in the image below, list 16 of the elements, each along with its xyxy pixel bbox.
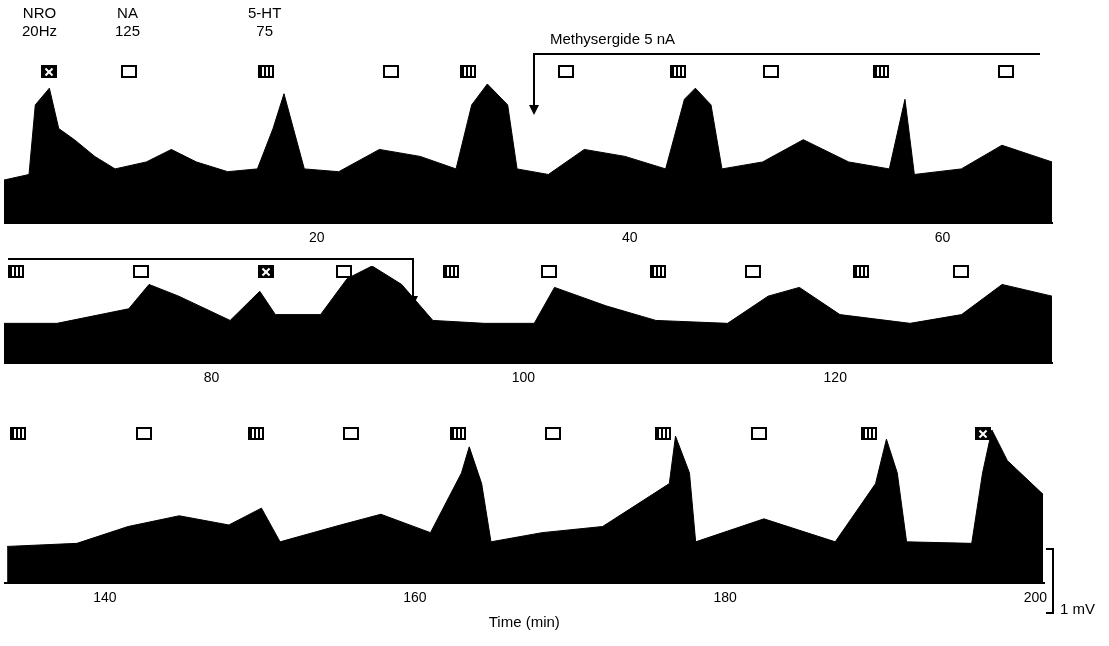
- x-tick-label: 120: [823, 369, 848, 386]
- text: 1 mV: [1060, 600, 1096, 618]
- x-tick-label: 40: [621, 229, 638, 246]
- x-tick-label: 20: [309, 229, 325, 246]
- x-tick-label: 100: [511, 369, 536, 386]
- x-tick-label: 80: [203, 369, 220, 386]
- text: Methysergide 5 nA: [550, 30, 676, 48]
- x-tick-label: 60: [934, 229, 951, 246]
- text: 5-HT 75: [248, 4, 282, 40]
- x-tick-label: 140: [93, 589, 117, 606]
- x-tick-label: 200: [1023, 589, 1048, 606]
- text: NA 125: [115, 4, 141, 40]
- text: NRO 20Hz: [22, 4, 58, 40]
- x-tick-label: 180: [713, 589, 738, 606]
- x-tick-label: 160: [403, 589, 427, 606]
- x-axis-title: Time (min): [488, 613, 560, 631]
